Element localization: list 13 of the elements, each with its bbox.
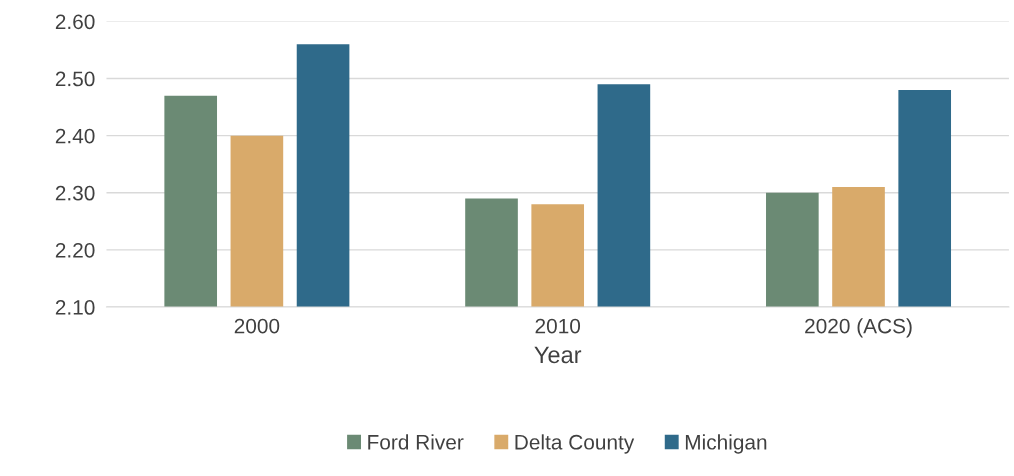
x-tick-label: 2000: [234, 318, 280, 334]
legend-label: Michigan: [685, 434, 767, 454]
y-tick-label: 2.30: [55, 185, 95, 201]
y-tick-label: 2.50: [55, 71, 95, 87]
y-tick-label: 2.10: [55, 300, 95, 315]
x-axis-title: Year: [534, 346, 582, 364]
y-tick-label: 2.60: [55, 14, 95, 30]
x-tick-label: 2010: [535, 318, 581, 334]
legend-label: Ford River: [368, 434, 464, 450]
legend-label: Delta County: [515, 434, 635, 454]
y-tick-label: 2.20: [55, 242, 95, 258]
y-tick-label: 2.40: [55, 128, 95, 144]
x-tick-label: 2020 (ACS): [805, 318, 912, 338]
